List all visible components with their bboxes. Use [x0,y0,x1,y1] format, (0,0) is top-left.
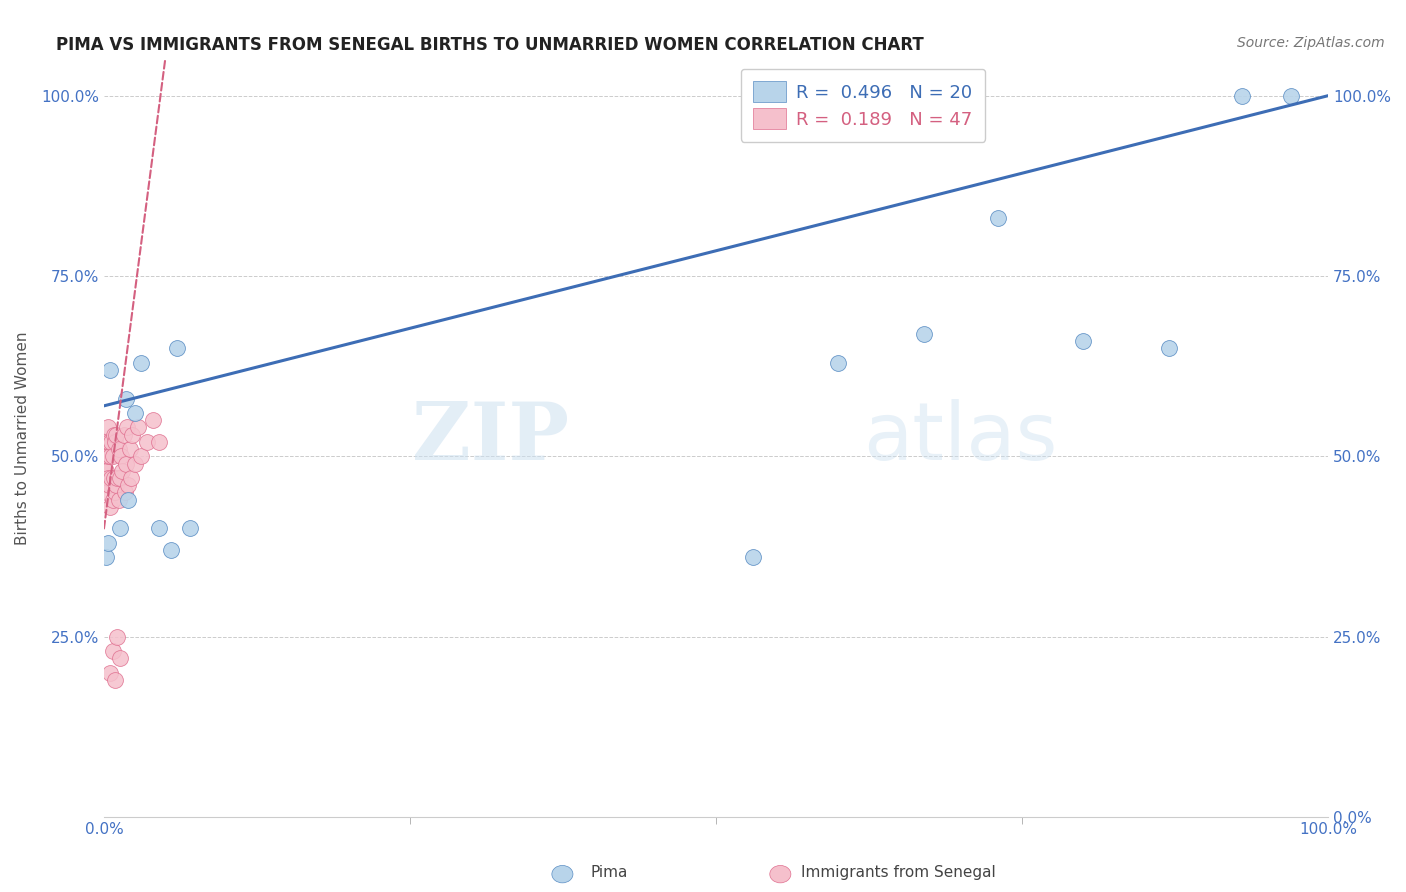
Point [105,478,128,492]
Point [103,427,125,442]
Point [107,471,129,485]
Text: Source: ZipAtlas.com: Source: ZipAtlas.com [1237,36,1385,50]
Point [1281,88,1303,103]
Point [115,420,138,434]
Point [1157,341,1180,355]
Point [115,392,138,406]
Point [741,550,763,565]
Point [107,630,129,644]
Point [98,363,121,377]
Point [148,521,170,535]
Point [108,651,131,665]
Point [120,471,142,485]
Point [112,427,135,442]
Legend: R =  0.496   N = 20, R =  0.189   N = 47: R = 0.496 N = 20, R = 0.189 N = 47 [741,69,986,142]
Point [108,471,131,485]
Point [117,492,139,507]
Point [98,450,121,464]
Text: Pima: Pima [591,865,628,880]
Point [97,536,120,550]
Point [107,492,129,507]
Point [98,665,121,680]
Point [121,427,143,442]
Y-axis label: Births to Unmarried Women: Births to Unmarried Women [15,332,30,545]
Point [117,478,139,492]
Point [129,450,152,464]
Point [827,355,849,369]
Text: Immigrants from Senegal: Immigrants from Senegal [801,865,997,880]
Point [97,478,120,492]
Point [98,500,121,514]
Point [101,492,124,507]
Point [101,644,124,658]
Point [1071,334,1094,348]
Point [129,355,152,369]
Point [105,427,128,442]
Point [179,521,201,535]
Point [160,543,183,558]
Point [110,450,132,464]
Point [96,550,118,565]
Point [135,434,157,449]
Point [166,341,188,355]
Point [101,450,124,464]
Point [127,420,149,434]
Point [96,434,118,449]
Point [97,471,120,485]
Ellipse shape [551,865,574,883]
Point [100,471,122,485]
Point [148,434,170,449]
Point [142,413,165,427]
Point [1232,88,1254,103]
Point [103,471,125,485]
Point [107,442,129,456]
Point [104,485,127,500]
Point [96,485,118,500]
Point [111,464,134,478]
Ellipse shape [770,865,790,883]
Point [100,434,122,449]
Point [115,457,138,471]
Point [912,326,935,341]
Point [97,434,120,449]
Point [124,406,146,420]
Point [118,442,141,456]
Point [97,420,120,434]
Point [97,450,120,464]
Text: ZIP: ZIP [412,400,569,477]
Point [114,485,136,500]
Point [96,464,118,478]
Point [94,450,117,464]
Text: atlas: atlas [863,400,1057,477]
Point [94,464,117,478]
Point [124,457,146,471]
Point [104,434,127,449]
Point [108,521,131,535]
Point [104,673,127,687]
Point [987,211,1010,226]
Text: PIMA VS IMMIGRANTS FROM SENEGAL BIRTHS TO UNMARRIED WOMEN CORRELATION CHART: PIMA VS IMMIGRANTS FROM SENEGAL BIRTHS T… [56,36,924,54]
